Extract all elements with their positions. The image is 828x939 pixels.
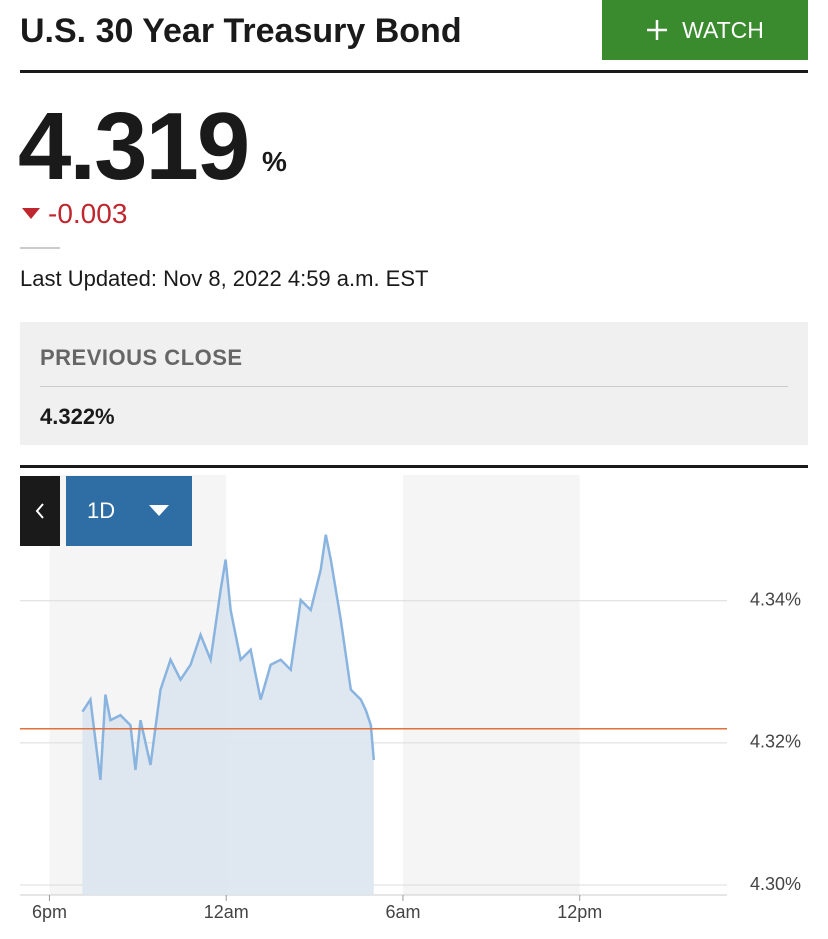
previous-close-label: PREVIOUS CLOSE [40,345,243,370]
page-title: U.S. 30 Year Treasury Bond [20,12,462,50]
previous-close-panel: PREVIOUS CLOSE 4.322% [20,322,808,445]
dropdown-icon [149,505,170,516]
x-tick-label: 12am [204,902,249,922]
watch-button[interactable]: WATCH [602,0,808,60]
plus-icon [647,20,668,40]
x-tick-label: 6am [385,902,420,922]
rule [40,386,788,387]
chevron-icon [35,503,44,519]
watch-label: WATCH [682,16,764,43]
back-button[interactable] [20,476,60,546]
y-tick-label: 4.34% [750,590,801,610]
rule [20,70,808,73]
price-unit: % [262,146,287,177]
area [82,534,374,895]
line [81,534,376,781]
session-band [402,475,580,895]
last-updated: Last Updated: Nov 8, 2022 4:59 a.m. EST [20,266,429,291]
x-tick-label: 12pm [557,902,602,922]
range-label: 1D [87,498,116,523]
range-button[interactable]: 1D [66,476,192,546]
rule [20,247,60,249]
y-tick-label: 4.32% [750,732,801,752]
y-tick-label: 4.30% [750,874,801,894]
x-tick-label: 6pm [32,902,67,922]
price: 4.319 [18,93,250,200]
price-change: -0.003 [48,198,128,229]
previous-close-value: 4.322% [40,404,115,429]
rule [20,465,808,468]
down-arrow [22,208,40,219]
